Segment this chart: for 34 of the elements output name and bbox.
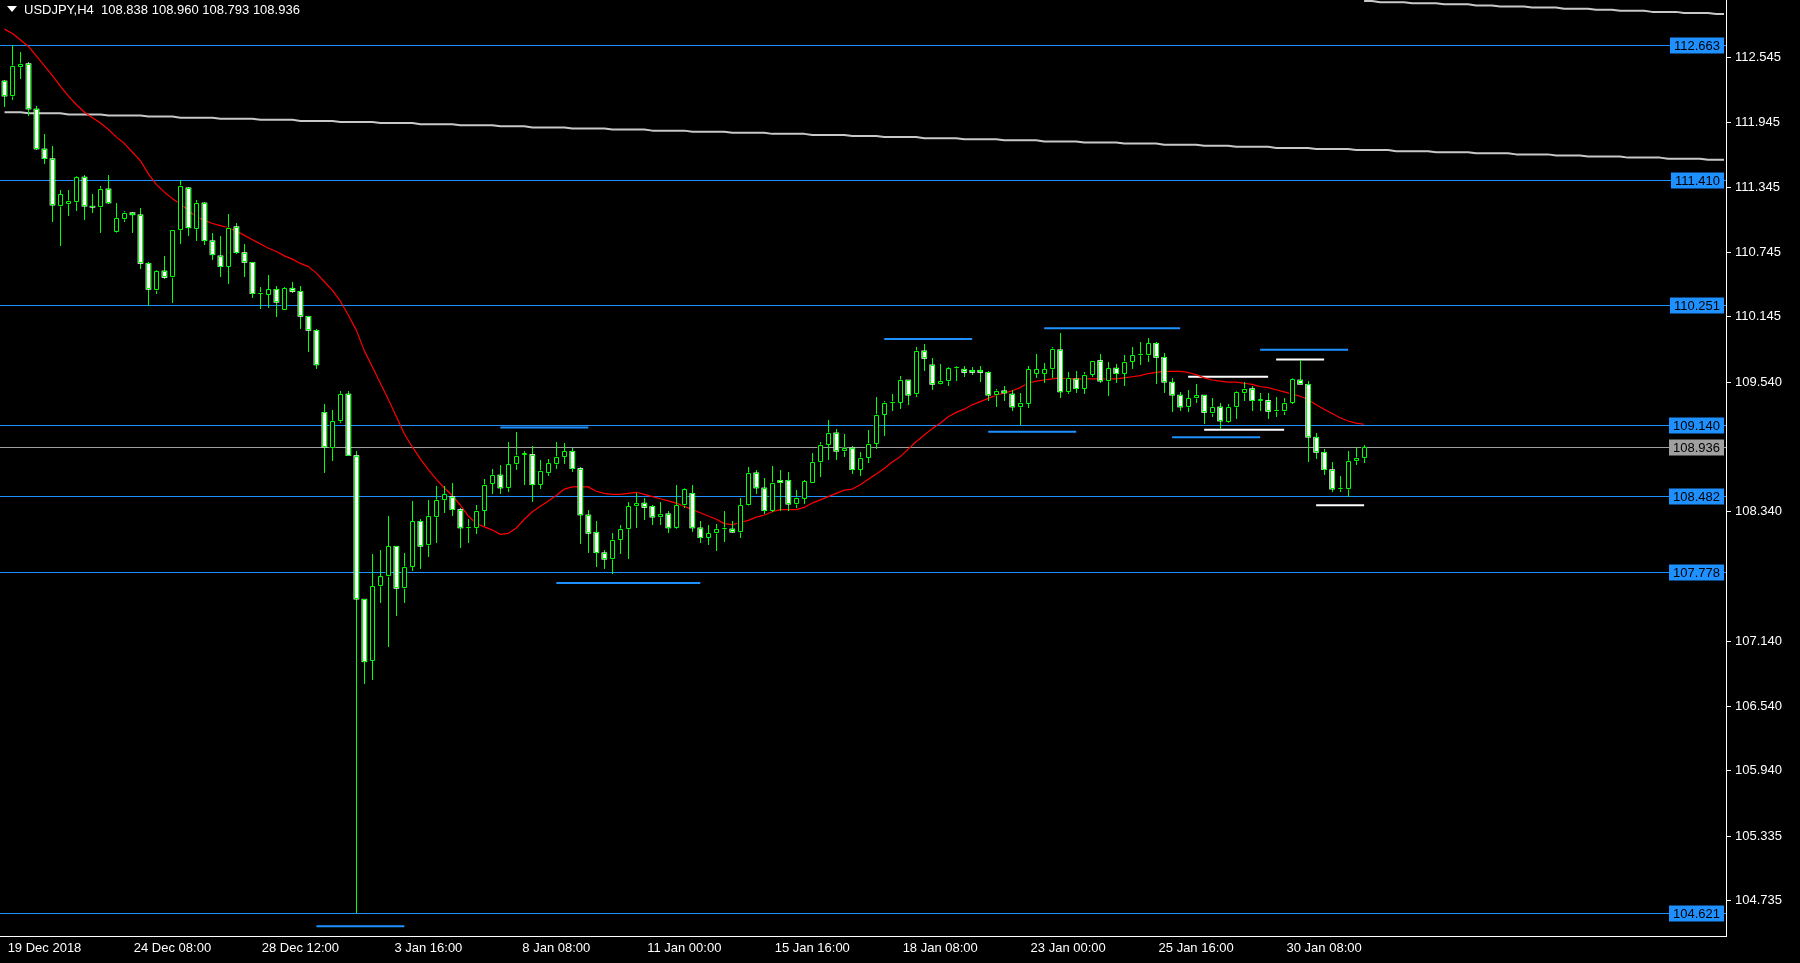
y-tick-label: 104.735	[1735, 892, 1782, 908]
ref-line-label: 107.778	[1673, 565, 1721, 581]
x-tick-label: 30 Jan 08:00	[1286, 940, 1362, 956]
x-tick-label: 8 Jan 08:00	[522, 940, 591, 956]
ref-line-label: 108.482	[1673, 489, 1721, 505]
ref-line-label: 111.410	[1674, 173, 1720, 189]
y-tick-label: 108.340	[1735, 503, 1782, 519]
x-tick-label: 25 Jan 16:00	[1158, 940, 1234, 956]
y-tick-label: 110.745	[1735, 243, 1782, 259]
candlestick	[522, 451, 527, 485]
ref-line-label: 110.251	[1673, 298, 1720, 314]
chart-title: USDJPY,H4 108.838 108.960 108.793 108.936	[24, 2, 300, 17]
x-tick-label: 11 Jan 00:00	[647, 940, 722, 956]
y-tick-label: 110.145	[1735, 308, 1782, 324]
y-tick-label: 112.545	[1735, 49, 1782, 65]
x-tick-label: 23 Jan 00:00	[1030, 940, 1106, 956]
y-tick-label: 111.345	[1735, 178, 1781, 194]
x-tick-label: 15 Jan 16:00	[774, 940, 850, 956]
y-tick-label: 105.940	[1735, 762, 1782, 778]
ref-line-label: 109.140	[1673, 418, 1721, 434]
x-tick-label: 3 Jan 16:00	[394, 940, 463, 956]
ref-line-label: 108.936	[1673, 440, 1721, 456]
x-tick-label: 19 Dec 2018	[7, 940, 82, 956]
x-tick-label: 18 Jan 08:00	[902, 940, 978, 956]
ref-line-label: 104.621	[1673, 906, 1721, 922]
y-tick-label: 109.540	[1735, 373, 1782, 389]
y-tick-label: 105.335	[1735, 827, 1782, 843]
y-tick-label: 106.540	[1735, 697, 1782, 713]
ref-line-label: 112.663	[1673, 38, 1720, 54]
x-tick-label: 24 Dec 08:00	[133, 940, 212, 956]
x-tick-label: 28 Dec 12:00	[261, 940, 340, 956]
y-tick-label: 111.945	[1735, 114, 1781, 130]
candlestick	[777, 470, 784, 511]
y-tick-label: 107.140	[1735, 632, 1782, 648]
